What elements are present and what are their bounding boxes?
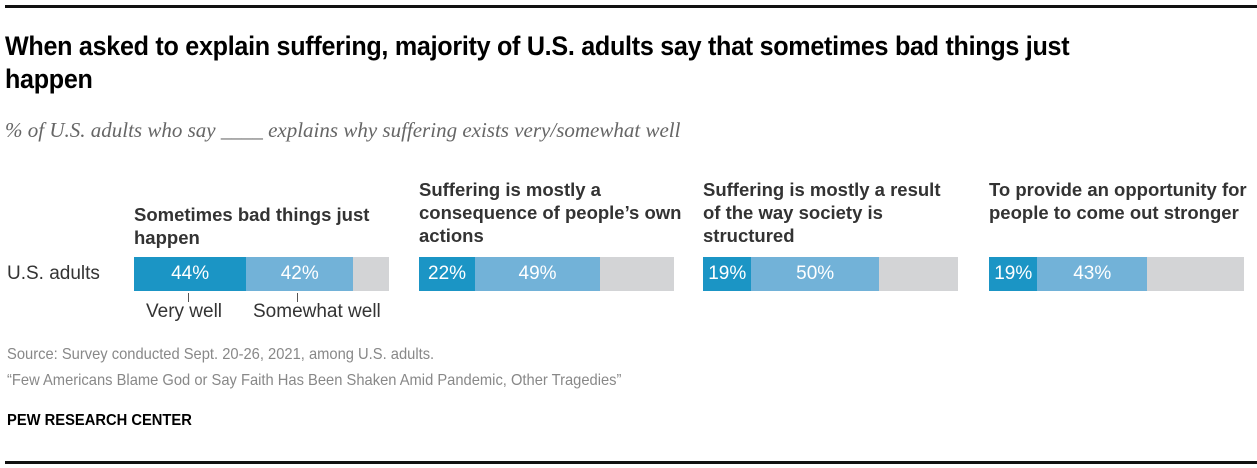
bottom-rule (5, 461, 1257, 464)
chart-subtitle: % of U.S. adults who say ____ explains w… (5, 118, 681, 142)
data-label: 49% (518, 263, 557, 284)
data-label: 19% (994, 263, 1033, 284)
bar-very-well: 22% (419, 257, 476, 291)
chart-title: When asked to explain suffering, majorit… (5, 31, 1070, 94)
bar-very-well: 19% (989, 257, 1038, 291)
bar-very-well: 44% (134, 257, 247, 291)
bar-somewhat-well: 49% (475, 257, 601, 291)
source-note: Source: Survey conducted Sept. 20-26, 20… (7, 346, 435, 363)
row-label: U.S. adults (7, 263, 100, 284)
bar-somewhat-well: 50% (751, 257, 879, 291)
bar-very-well: 19% (703, 257, 752, 291)
bar-remainder (878, 257, 958, 291)
legend-tick-somewhat-well (297, 293, 298, 302)
data-label: 44% (171, 263, 210, 284)
data-label: 42% (280, 263, 319, 284)
panel-title: Sometimes bad things just happen (134, 204, 370, 248)
brand-logo: PEW RESEARCH CENTER (7, 412, 192, 429)
panel-title: To provide an opportunity for people to … (989, 179, 1247, 223)
bar-somewhat-well: 42% (246, 257, 354, 291)
bar-somewhat-well: 43% (1037, 257, 1148, 291)
data-label: 19% (708, 263, 747, 284)
data-label: 43% (1073, 263, 1112, 284)
legend-somewhat-well: Somewhat well (253, 301, 381, 322)
bar-remainder (353, 257, 389, 291)
report-title-note: “Few Americans Blame God or Say Faith Ha… (7, 372, 622, 389)
legend-very-well: Very well (146, 301, 223, 322)
data-label: 22% (428, 263, 467, 284)
panel-title: Suffering is mostly a consequence of peo… (419, 179, 682, 246)
data-label: 50% (796, 263, 835, 284)
bar-remainder (1147, 257, 1244, 291)
bar-remainder (600, 257, 674, 291)
top-rule (5, 5, 1257, 8)
panel-title: Suffering is mostly a result of the way … (703, 179, 941, 246)
legend-tick-very-well (188, 293, 189, 302)
